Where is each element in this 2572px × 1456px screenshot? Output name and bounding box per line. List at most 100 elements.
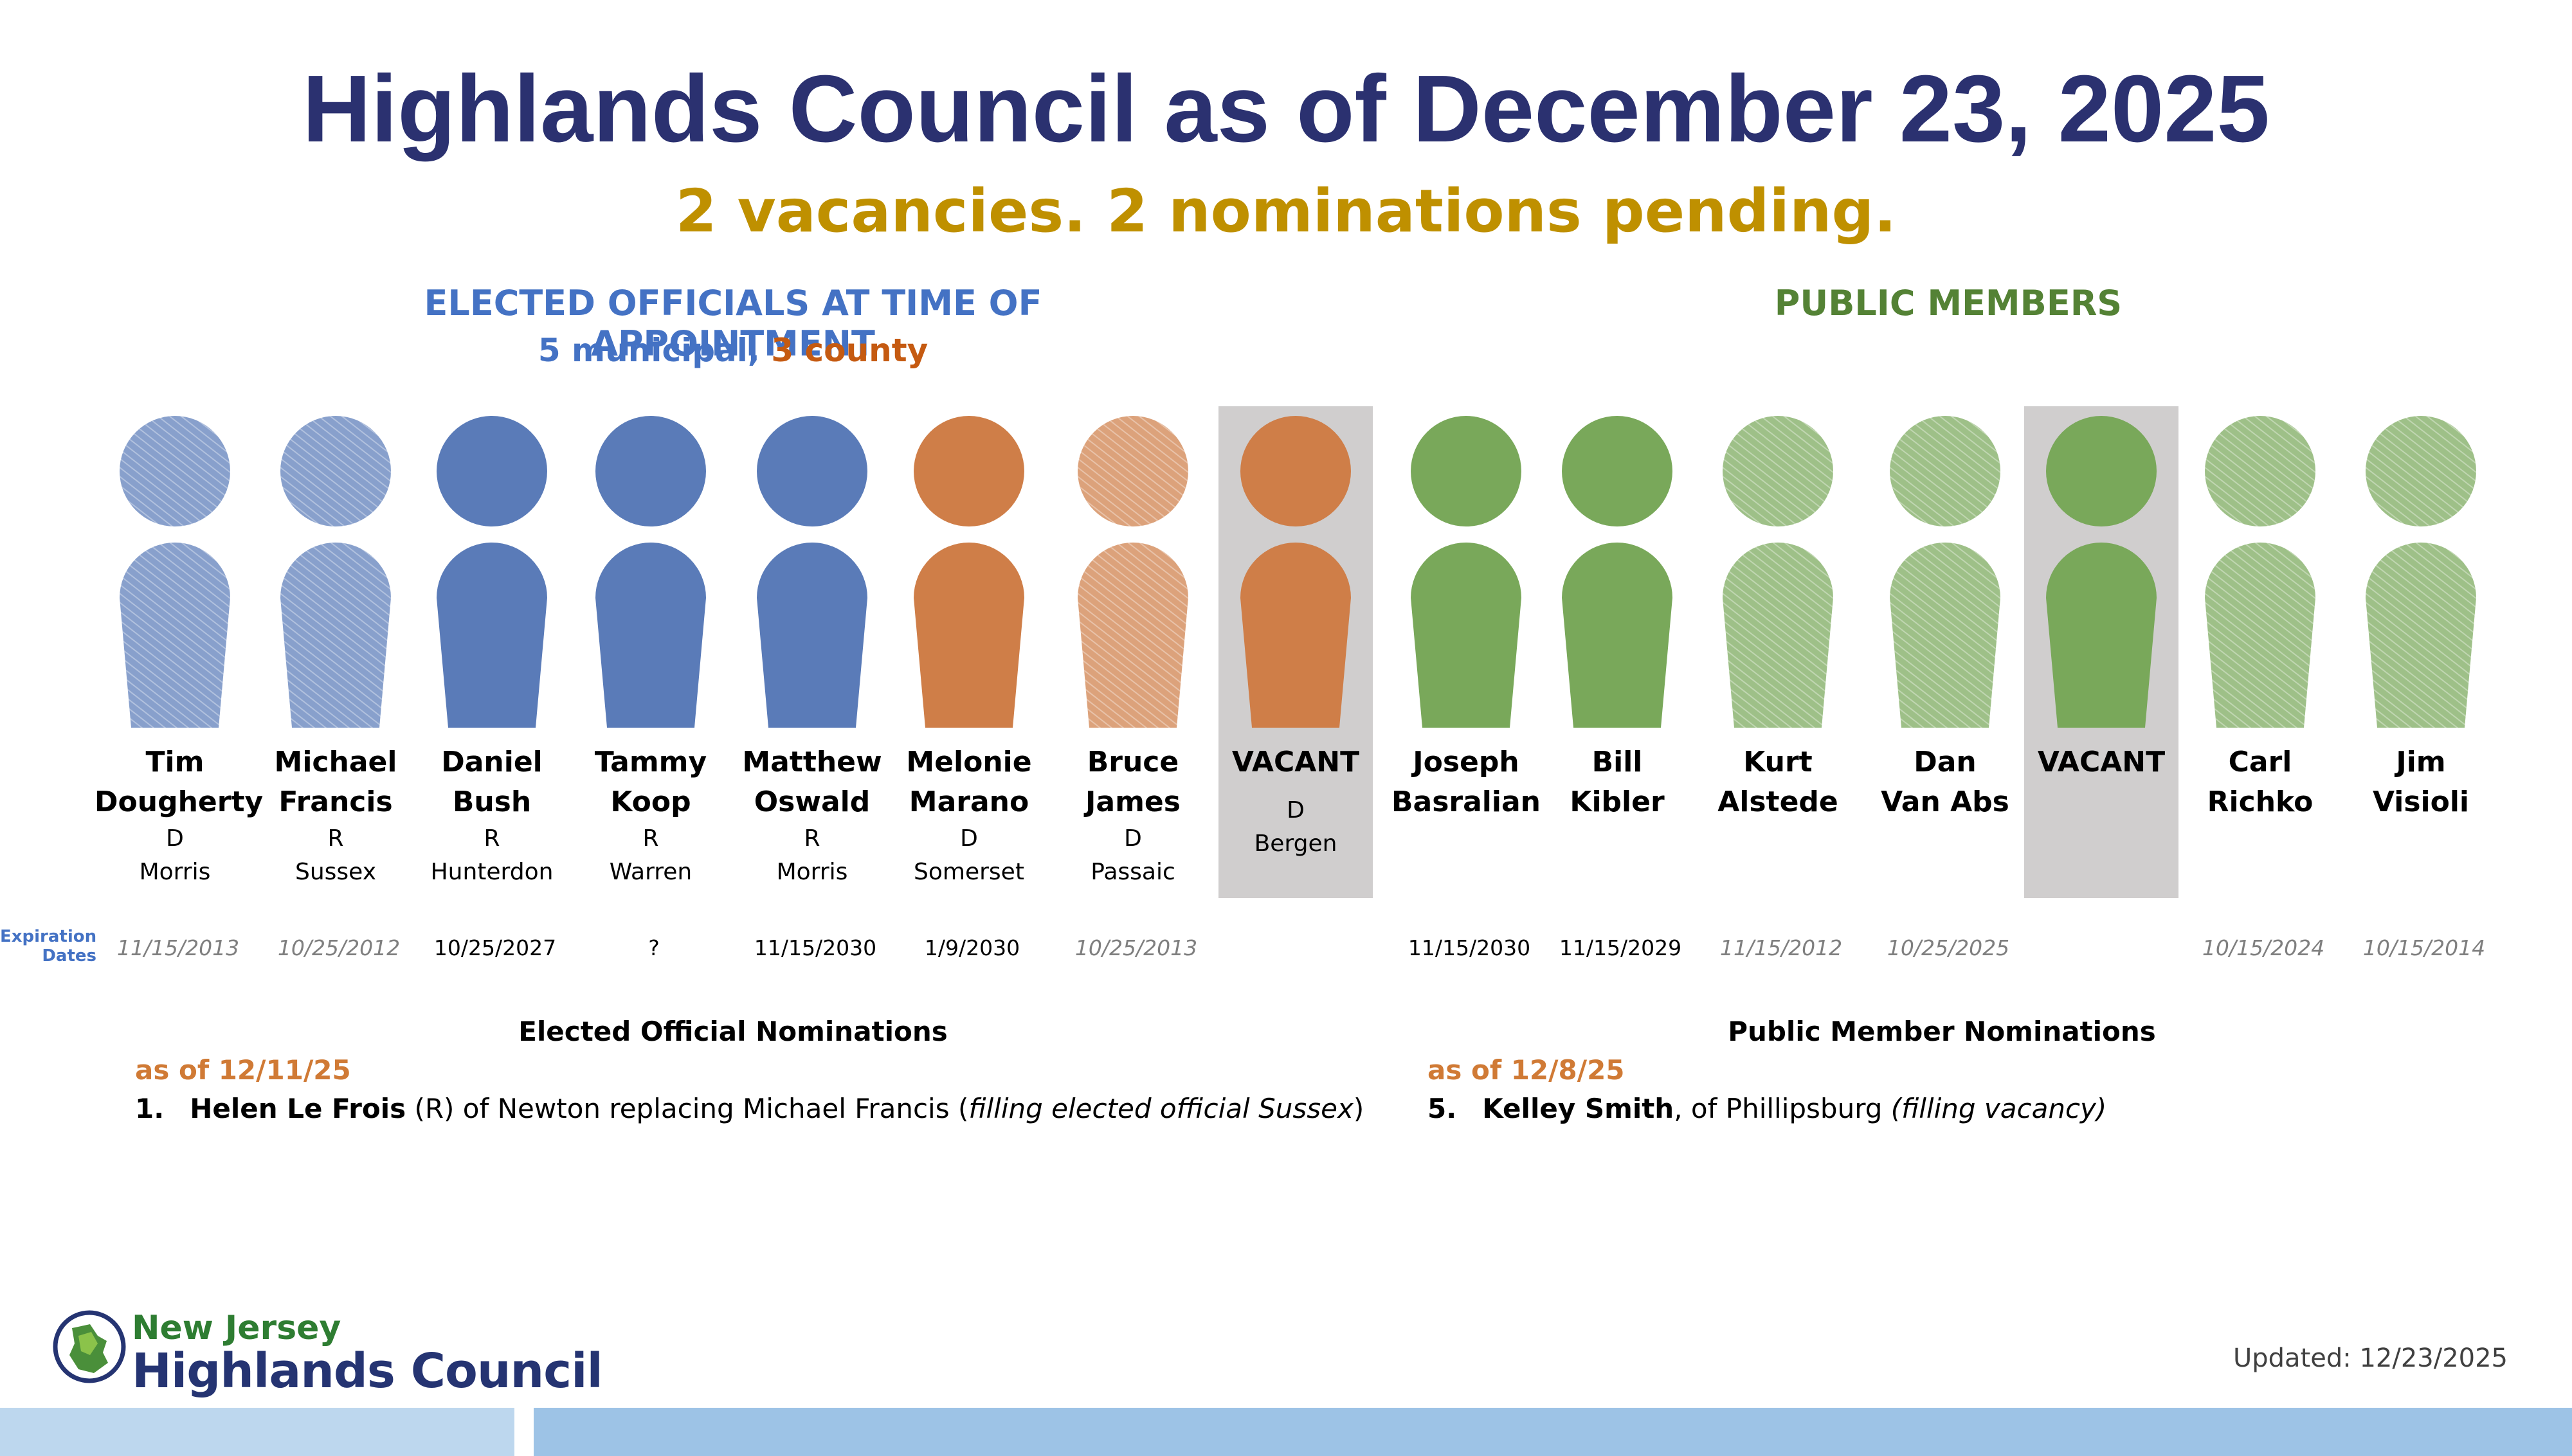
member-name: Dan Van Abs bbox=[1865, 742, 2025, 822]
member-first-name: Tim bbox=[145, 746, 204, 778]
member-silhouette-icon bbox=[595, 416, 706, 728]
member-expiration-date: 1/9/2030 bbox=[924, 935, 1020, 960]
member-county: Bergen bbox=[1254, 831, 1337, 857]
member-first-name: Bill bbox=[1591, 746, 1643, 778]
silhouette-head bbox=[280, 416, 391, 526]
nomination-number: 1. bbox=[135, 1093, 165, 1124]
nomination-number: 5. bbox=[1427, 1093, 1457, 1124]
member-county: Somerset bbox=[914, 859, 1024, 885]
nomination-text: , of Phillipsburg bbox=[1674, 1093, 1891, 1124]
silhouette-head bbox=[437, 416, 547, 526]
member-first-name: VACANT bbox=[2037, 746, 2166, 778]
council-member: Carl Richko bbox=[2180, 405, 2341, 822]
member-name: Tammy Koop bbox=[570, 742, 731, 822]
member-name: Melonie Marano bbox=[889, 742, 1049, 822]
member-county: Passaic bbox=[1091, 859, 1175, 885]
silhouette-body bbox=[120, 543, 230, 728]
member-county: Hunterdon bbox=[430, 859, 554, 885]
member-first-name: Michael bbox=[274, 746, 397, 778]
member-first-name: Dan bbox=[1914, 746, 1977, 778]
member-silhouette-icon bbox=[2366, 416, 2476, 728]
member-expiration-date: 11/15/2030 bbox=[1408, 935, 1531, 960]
member-name: Daniel Bush bbox=[412, 742, 572, 822]
silhouette-body bbox=[2366, 543, 2476, 728]
member-silhouette-icon bbox=[1411, 416, 1521, 728]
member-name: Matthew Oswald bbox=[732, 742, 892, 822]
footer-bar-left bbox=[0, 1408, 514, 1456]
silhouette-head bbox=[1890, 416, 2000, 526]
member-party: D bbox=[166, 825, 184, 852]
member-last-name: Alstede bbox=[1717, 786, 1838, 818]
silhouette-body bbox=[280, 543, 391, 728]
member-last-name: Kibler bbox=[1570, 786, 1665, 818]
council-member: Bruce James D Passaic bbox=[1053, 405, 1213, 889]
page-subtitle: 2 vacancies. 2 nominations pending. bbox=[675, 177, 1897, 246]
member-party: D bbox=[1124, 825, 1142, 852]
member-county: Warren bbox=[609, 859, 693, 885]
silhouette-body bbox=[2046, 543, 2157, 728]
member-name: Joseph Basralian bbox=[1386, 742, 1546, 822]
public-nominations-date: as of 12/8/25 bbox=[1427, 1054, 1625, 1086]
member-county: Morris bbox=[139, 859, 211, 885]
silhouette-head bbox=[1240, 416, 1351, 526]
nominee-name: Kelley Smith bbox=[1482, 1093, 1674, 1124]
member-silhouette-icon bbox=[2205, 416, 2315, 728]
member-name: Bill Kibler bbox=[1537, 742, 1698, 822]
member-first-name: Kurt bbox=[1743, 746, 1813, 778]
member-expiration-date: 10/15/2024 bbox=[2202, 935, 2325, 960]
member-first-name: Melonie bbox=[906, 746, 1032, 778]
silhouette-head bbox=[2205, 416, 2315, 526]
member-party: R bbox=[642, 825, 659, 852]
elected-officials-subheading: 5 municipal, 3 county bbox=[283, 332, 1183, 369]
member-party: R bbox=[804, 825, 820, 852]
silhouette-head bbox=[914, 416, 1024, 526]
member-name: Carl Richko bbox=[2180, 742, 2341, 822]
member-name: VACANT bbox=[2021, 742, 2182, 782]
council-member: Tim Dougherty D Morris bbox=[95, 405, 263, 889]
member-silhouette-icon bbox=[1240, 416, 1351, 728]
council-member: Tammy Koop R Warren bbox=[570, 405, 731, 889]
council-member: Bill Kibler bbox=[1537, 405, 1698, 822]
silhouette-body bbox=[1890, 543, 2000, 728]
member-first-name: Carl bbox=[2228, 746, 2292, 778]
council-member: Jim Visioli bbox=[2341, 405, 2501, 822]
member-silhouette-icon bbox=[120, 416, 230, 728]
member-county: Morris bbox=[776, 859, 848, 885]
member-name: Tim Dougherty bbox=[95, 742, 263, 822]
council-member: Melonie Marano D Somerset bbox=[889, 405, 1049, 889]
member-expiration-date: 11/15/2029 bbox=[1559, 935, 1682, 960]
silhouette-body bbox=[437, 543, 547, 728]
council-member: Daniel Bush R Hunterdon bbox=[412, 405, 572, 889]
highlands-logo-icon bbox=[53, 1310, 126, 1383]
member-last-name: Bush bbox=[452, 786, 532, 818]
member-expiration-date: 11/15/2012 bbox=[1719, 935, 1843, 960]
member-name: Kurt Alstede bbox=[1698, 742, 1858, 822]
member-silhouette-icon bbox=[2046, 416, 2157, 728]
public-nominations-heading: Public Member Nominations bbox=[1728, 1016, 2156, 1047]
member-expiration-date: 10/25/2027 bbox=[433, 935, 557, 960]
expiration-label-line: Expiration bbox=[0, 927, 97, 946]
silhouette-texture bbox=[1723, 416, 1833, 728]
silhouette-head bbox=[120, 416, 230, 526]
member-expiration-date: 11/15/2030 bbox=[754, 935, 877, 960]
silhouette-body bbox=[757, 543, 867, 728]
updated-date: Updated: 12/23/2025 bbox=[2233, 1344, 2508, 1373]
member-expiration-date: ? bbox=[648, 935, 660, 960]
public-nomination-item: 5. Kelley Smith, of Phillipsburg (fillin… bbox=[1427, 1093, 2106, 1124]
silhouette-head bbox=[757, 416, 867, 526]
member-last-name: Oswald bbox=[754, 786, 871, 818]
member-last-name: Marano bbox=[909, 786, 1029, 818]
member-party: D bbox=[960, 825, 978, 852]
member-last-name: Koop bbox=[610, 786, 691, 818]
nomination-text: ) bbox=[1353, 1093, 1364, 1124]
member-silhouette-icon bbox=[1078, 416, 1188, 728]
member-party: R bbox=[484, 825, 500, 852]
member-silhouette-icon bbox=[914, 416, 1024, 728]
nomination-note: filling elected official Sussex bbox=[968, 1093, 1354, 1124]
member-expiration-date: 10/25/2013 bbox=[1074, 935, 1198, 960]
silhouette-head bbox=[1078, 416, 1188, 526]
member-first-name: Tammy bbox=[594, 746, 707, 778]
member-silhouette-icon bbox=[1562, 416, 1672, 728]
member-first-name: Jim bbox=[2396, 746, 2446, 778]
member-last-name: James bbox=[1085, 786, 1181, 818]
